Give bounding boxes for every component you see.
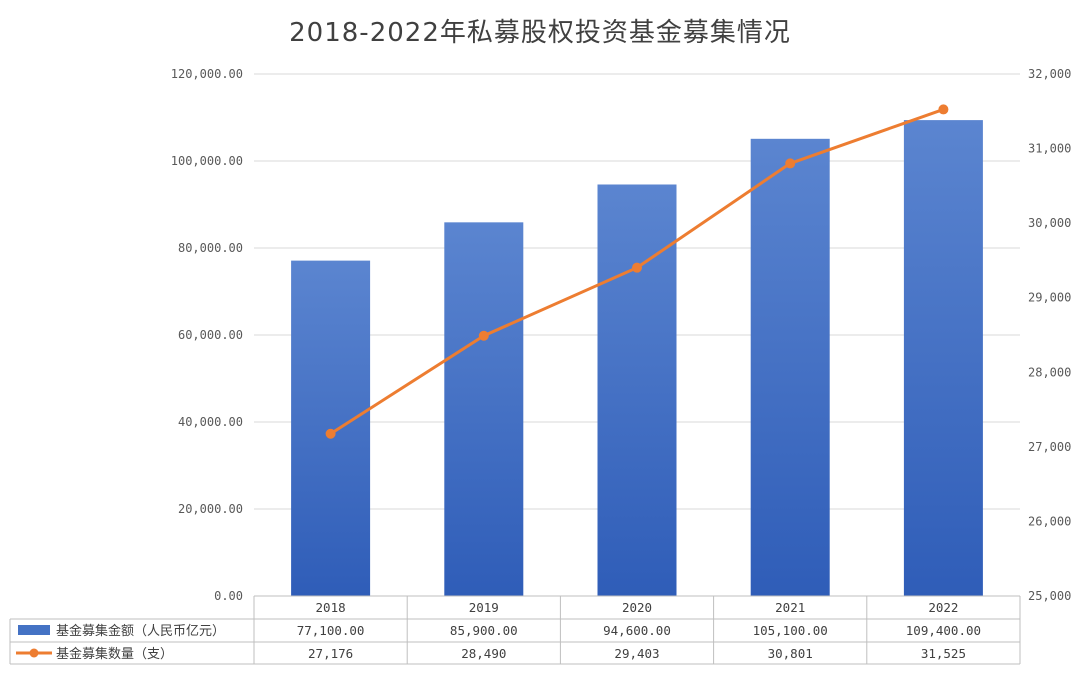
x-tick-label: 2022 [928,600,958,615]
line-point [632,262,642,273]
y-right-tick-label: 28,000 [1028,365,1071,379]
y-right-tick-label: 29,000 [1028,291,1071,305]
table-cell: 29,403 [614,646,659,661]
table-cell: 85,900.00 [450,623,518,638]
table-cell: 105,100.00 [753,623,828,638]
bar [750,138,830,596]
y-right-tick-label: 25,000 [1028,589,1071,603]
y-left-tick-label: 0.00 [214,589,243,603]
y-left-tick-label: 60,000.00 [178,328,243,342]
legend-label: 基金募集数量（支） [56,646,173,662]
x-tick-label: 2021 [775,600,805,615]
y-right-tick-label: 27,000 [1028,440,1071,454]
line-point [478,330,489,341]
y-right-tick-label: 31,000 [1028,142,1071,156]
table-cell: 30,801 [768,646,813,661]
legend-label: 基金募集金额（人民币亿元） [56,623,225,639]
bar [444,222,524,596]
y-left-tick-label: 120,000.00 [171,67,243,81]
line-point [325,428,336,439]
table-cell: 94,600.00 [603,623,671,638]
y-left-tick-label: 40,000.00 [178,415,243,429]
table-cell: 77,100.00 [297,623,365,638]
x-tick-label: 2018 [316,600,346,615]
x-tick-label: 2020 [622,600,652,615]
table-cell: 31,525 [921,646,966,661]
bar [597,184,677,597]
chart-title: 2018-2022年私募股权投资基金募集情况 [289,18,791,48]
table-cell: 27,176 [308,646,353,661]
line-point [938,104,949,115]
bar [291,260,371,596]
y-left-tick-label: 20,000.00 [178,502,243,516]
y-right-tick-label: 32,000 [1028,67,1071,81]
legend-swatch-marker [29,648,39,658]
y-left-tick-label: 80,000.00 [178,241,243,255]
y-left-tick-label: 100,000.00 [171,154,243,168]
table-cell: 28,490 [461,646,506,661]
table-cell: 109,400.00 [906,623,981,638]
line-point [785,158,796,169]
legend-swatch-bar [18,625,50,635]
y-right-tick-label: 26,000 [1028,514,1071,528]
x-tick-label: 2019 [469,600,499,615]
bar [903,120,983,597]
y-right-tick-label: 30,000 [1028,216,1071,230]
